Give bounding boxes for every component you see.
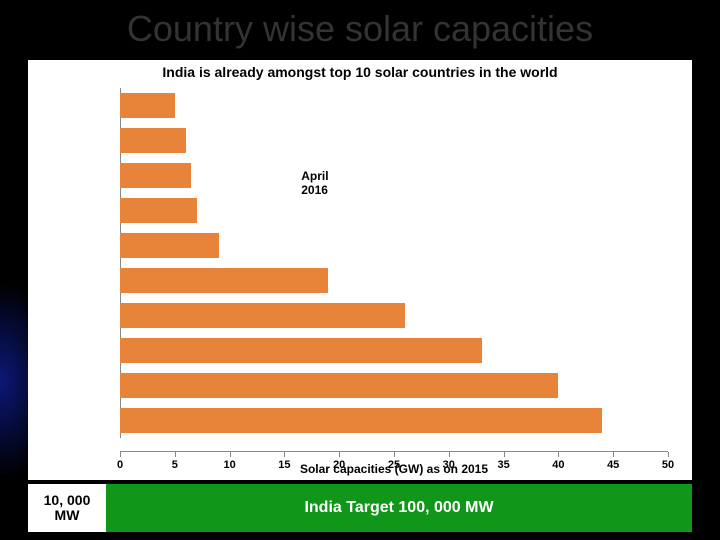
slide-title: Country wise solar capacities: [50, 8, 670, 50]
x-tick: [394, 452, 395, 457]
bar: [120, 268, 328, 294]
bar: [120, 128, 186, 154]
x-tick: [558, 452, 559, 457]
plot-region: AustraliaFranceIndiaApril 2016SpainUKIta…: [120, 88, 668, 438]
x-tick: [668, 452, 669, 457]
x-tick: [230, 452, 231, 457]
chart-container: India is already amongst top 10 solar co…: [28, 60, 692, 480]
bar: [120, 408, 602, 434]
target-capacity-box: India Target 100, 000 MW: [106, 484, 692, 532]
x-tick: [284, 452, 285, 457]
target-capacity-text: India Target 100, 000 MW: [304, 499, 493, 517]
x-tick: [504, 452, 505, 457]
x-tick: [120, 452, 121, 457]
bar: [120, 373, 558, 399]
x-tick: [613, 452, 614, 457]
bar: [120, 163, 191, 189]
bar: [120, 303, 405, 329]
bar: [120, 233, 219, 259]
x-tick: [449, 452, 450, 457]
x-axis-title: Solar capacities (GW) as on 2015: [120, 462, 668, 476]
bottom-info-bar: 10, 000 MW India Target 100, 000 MW: [28, 484, 692, 532]
chart-annotation: April 2016: [301, 169, 328, 197]
bar: [120, 338, 482, 364]
bar: [120, 93, 175, 119]
chart-title: India is already amongst top 10 solar co…: [28, 64, 692, 80]
x-tick: [339, 452, 340, 457]
x-tick: [175, 452, 176, 457]
bar: [120, 198, 197, 224]
current-capacity-box: 10, 000 MW: [28, 484, 106, 532]
x-axis: 05101520253035404550: [120, 451, 668, 452]
current-capacity-unit: MW: [28, 508, 106, 523]
current-capacity-value: 10, 000: [28, 493, 106, 508]
